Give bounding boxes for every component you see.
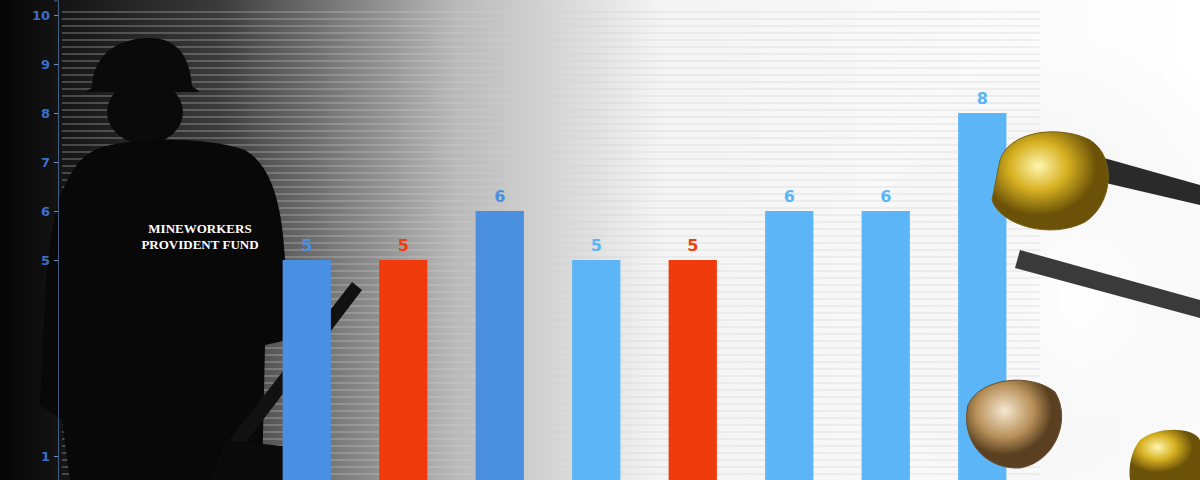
tick: 9 bbox=[41, 57, 58, 72]
bar bbox=[669, 260, 717, 480]
bars bbox=[283, 113, 1007, 480]
y-axis: 1 5 6 7 8 9 10 bbox=[32, 1, 59, 480]
gem bbox=[992, 132, 1108, 230]
stripe bbox=[62, 26, 1040, 27]
bar bbox=[476, 211, 524, 480]
data-label: 5 bbox=[591, 236, 602, 255]
annotation: PROVIDENT FUND bbox=[141, 237, 258, 252]
gems bbox=[967, 132, 1200, 480]
stripe bbox=[62, 47, 1040, 48]
tick-mark bbox=[54, 64, 58, 65]
tick-label: 1 bbox=[41, 449, 50, 464]
data-label: 5 bbox=[687, 236, 698, 255]
annotations: MINEWORKERSPROVIDENT FUND bbox=[141, 221, 258, 252]
axis-line bbox=[54, 1, 59, 480]
bar bbox=[283, 260, 331, 480]
stripe bbox=[62, 131, 1040, 132]
tick: 7 bbox=[41, 155, 58, 170]
chart: 55655668MINEWORKERSPROVIDENT FUND1567891… bbox=[0, 0, 1200, 480]
data-label: 6 bbox=[494, 187, 505, 206]
tick-label: 10 bbox=[32, 8, 50, 23]
stripe bbox=[62, 110, 1040, 111]
tick-label: 8 bbox=[41, 106, 50, 121]
bar bbox=[379, 260, 427, 480]
stripe bbox=[62, 61, 1040, 62]
tick-label: 9 bbox=[41, 57, 50, 72]
silhouette bbox=[40, 38, 362, 480]
annotation: MINEWORKERS bbox=[148, 221, 251, 236]
tick: 6 bbox=[41, 204, 58, 219]
stripe bbox=[62, 33, 1040, 34]
stripe bbox=[62, 68, 1040, 69]
tick-mark bbox=[54, 15, 58, 16]
background-glow bbox=[860, 40, 1200, 480]
data-label: 6 bbox=[880, 187, 891, 206]
tick: 5 bbox=[41, 253, 58, 268]
stripe bbox=[62, 96, 1040, 97]
stripe bbox=[62, 82, 1040, 83]
stripe bbox=[62, 75, 1040, 76]
tick-label: 7 bbox=[41, 155, 50, 170]
tick: 1 bbox=[41, 449, 58, 464]
tick-mark bbox=[54, 260, 58, 261]
tick-mark bbox=[54, 456, 58, 457]
tick-mark bbox=[54, 211, 58, 212]
tick-mark bbox=[54, 113, 58, 114]
tweezers bbox=[1015, 250, 1200, 318]
tick-label: 5 bbox=[41, 253, 50, 268]
bar bbox=[572, 260, 620, 480]
data-label: 8 bbox=[977, 89, 988, 108]
stripe bbox=[62, 89, 1040, 90]
data-labels: 5 5 6 5 5 6 6 8 bbox=[301, 89, 988, 255]
head bbox=[107, 80, 183, 144]
tick: 10 bbox=[32, 8, 58, 23]
tick: 8 bbox=[41, 106, 58, 121]
tick-mark bbox=[54, 162, 58, 163]
stripe bbox=[62, 124, 1040, 125]
data-label: 5 bbox=[398, 236, 409, 255]
stripe bbox=[62, 54, 1040, 55]
stripe bbox=[62, 138, 1040, 139]
bar bbox=[765, 211, 813, 480]
gem bbox=[967, 380, 1062, 468]
stripe bbox=[62, 19, 1040, 20]
stripe bbox=[62, 103, 1040, 104]
data-label: 6 bbox=[784, 187, 795, 206]
gem bbox=[1129, 430, 1200, 480]
tick-label: 6 bbox=[41, 204, 50, 219]
stripe bbox=[62, 117, 1040, 118]
data-label: 5 bbox=[301, 236, 312, 255]
bar bbox=[862, 211, 910, 480]
stripe bbox=[62, 12, 1040, 13]
stripe bbox=[62, 40, 1040, 41]
